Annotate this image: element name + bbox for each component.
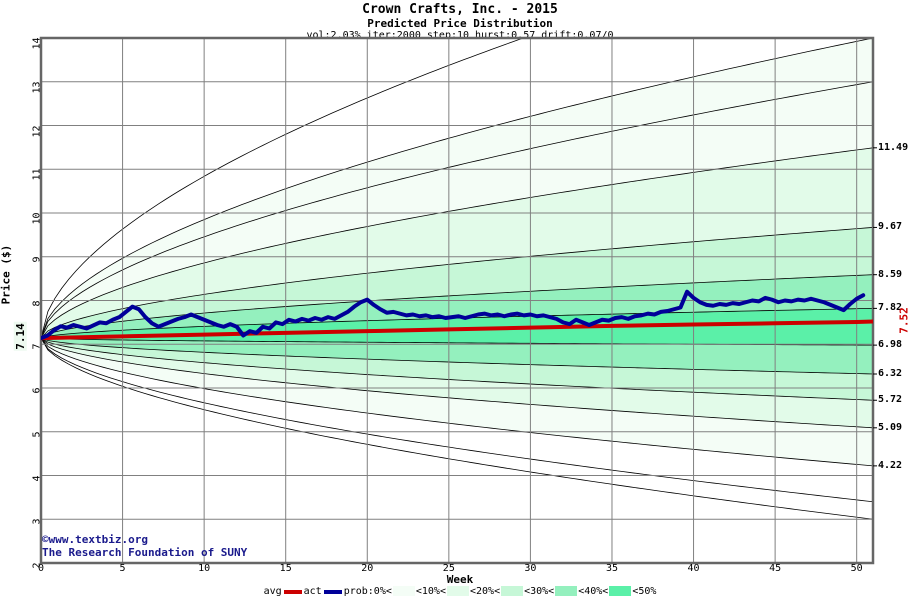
right-label-5-09: 5.09 xyxy=(878,421,903,433)
legend-swatch-2 xyxy=(446,586,469,596)
legend-swatch-4 xyxy=(555,586,578,596)
chart-parameters: vol:2.03% iter:2000 step:10 hurst:0.57 d… xyxy=(306,30,614,41)
chart-title: Crown Crafts, Inc. - 2015 xyxy=(362,2,558,17)
right-label-11-49: 11.49 xyxy=(878,141,909,153)
y-tick-11: 11 xyxy=(31,168,43,181)
start-price-label: 7.14 xyxy=(13,322,27,351)
chart-legend: avg act prob:0%< <10%< <20%< <30%< <40%< <50… xyxy=(0,586,920,597)
legend-band-label-4: <40%< xyxy=(578,586,609,597)
right-label-4-22: 4.22 xyxy=(878,459,903,471)
right-label-5-72: 5.72 xyxy=(878,394,903,406)
legend-avg-label: avg xyxy=(263,586,282,597)
right-label-6-32: 6.32 xyxy=(878,368,903,379)
legend-swatch-5 xyxy=(609,586,632,596)
legend-act-swatch xyxy=(323,589,342,594)
y-tick-8: 8 xyxy=(31,300,43,307)
legend-band-swatches: <10%< <20%< <30%< <40%< <50% xyxy=(392,586,657,597)
legend-band-label-1: <10%< xyxy=(415,586,446,597)
y-tick-5: 5 xyxy=(31,431,43,438)
y-tick-13: 13 xyxy=(31,81,43,94)
x-axis-label: Week xyxy=(446,573,474,586)
legend-band-label-2: <20%< xyxy=(469,586,501,597)
watermark-url: ©www.textbiz.org xyxy=(42,533,148,546)
right-label-9-67: 9.67 xyxy=(878,221,903,233)
x-tick-0: 0 xyxy=(37,563,45,574)
x-tick-50: 50 xyxy=(850,563,863,574)
legend-swatch-3 xyxy=(501,586,524,596)
y-tick-12: 12 xyxy=(31,125,43,138)
x-tick-20: 20 xyxy=(361,563,374,574)
y-tick-14: 14 xyxy=(31,37,43,50)
watermark-org: The Research Foundation of SUNY xyxy=(42,546,248,559)
right-label-8-59: 8.59 xyxy=(878,268,903,280)
legend-prob-label: prob:0%< xyxy=(343,586,392,597)
legend-band-label-3: <30%< xyxy=(524,586,555,597)
right-label-6-98: 6.98 xyxy=(878,339,903,351)
legend-act-label: act xyxy=(303,586,322,597)
y-tick-7: 7 xyxy=(31,343,43,350)
y-tick-3: 3 xyxy=(31,518,43,525)
x-tick-45: 45 xyxy=(769,563,782,574)
legend-swatch-1 xyxy=(392,586,415,596)
final-average-label: 7.52 xyxy=(897,306,911,334)
x-tick-35: 35 xyxy=(605,563,618,574)
legend-band-label-5: <50% xyxy=(632,586,657,597)
x-tick-5: 5 xyxy=(119,563,126,574)
y-tick-10: 10 xyxy=(31,212,43,225)
x-tick-30: 30 xyxy=(524,563,537,574)
y-tick-4: 4 xyxy=(31,475,43,482)
chart-subtitle: Predicted Price Distribution xyxy=(367,17,553,30)
x-tick-25: 25 xyxy=(442,563,455,574)
x-tick-40: 40 xyxy=(687,563,700,574)
legend-avg-swatch xyxy=(283,589,302,594)
x-tick-15: 15 xyxy=(279,563,292,574)
x-tick-10: 10 xyxy=(198,563,211,574)
y-tick-6: 6 xyxy=(31,387,43,394)
y-tick-9: 9 xyxy=(31,256,43,263)
right-label-7-82: 7.82 xyxy=(878,302,903,314)
